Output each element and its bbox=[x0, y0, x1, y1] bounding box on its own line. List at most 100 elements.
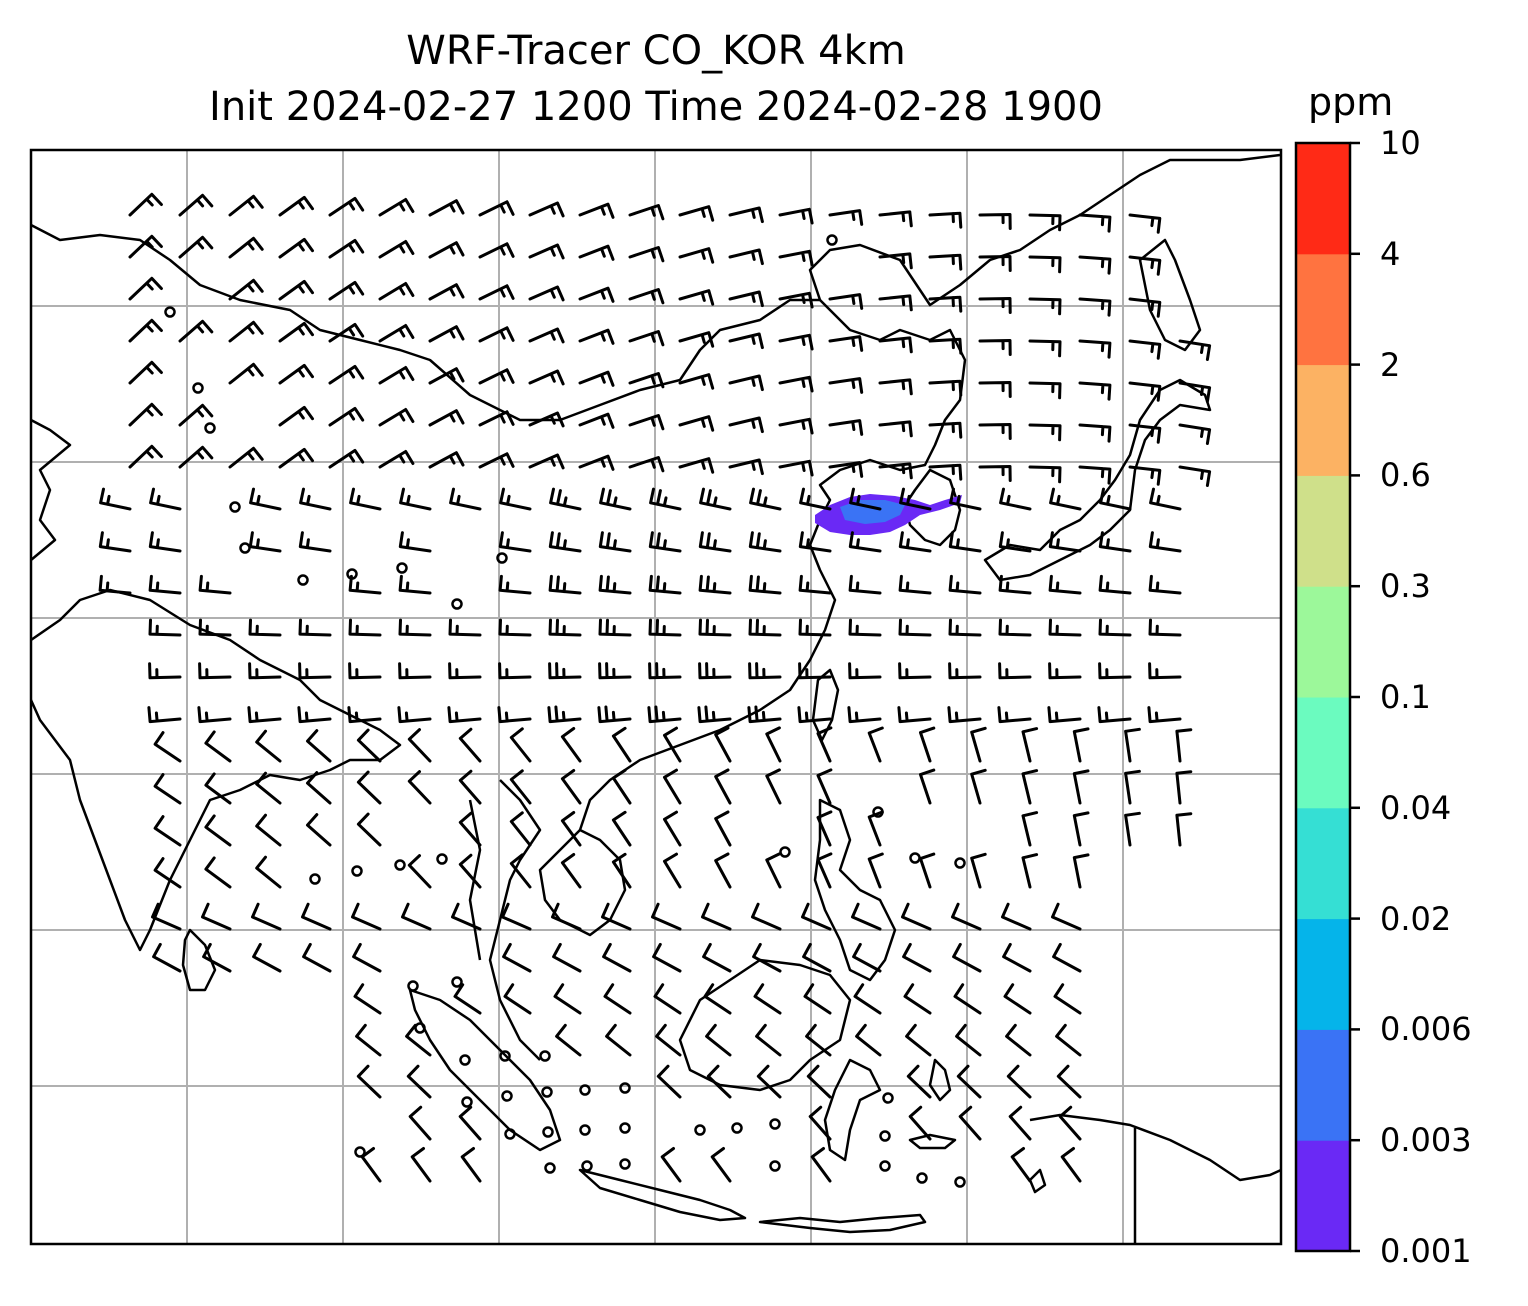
wind-barb bbox=[1124, 769, 1141, 805]
colorbar-tick-label: 0.6 bbox=[1380, 456, 1431, 495]
wind-barb bbox=[953, 983, 982, 1015]
wind-barb bbox=[978, 255, 1012, 272]
wind-barb bbox=[828, 419, 864, 436]
wind-barb bbox=[706, 1064, 732, 1099]
calm-wind-marker bbox=[192, 382, 204, 394]
wind-barb bbox=[410, 1147, 432, 1183]
wind-barb bbox=[278, 405, 314, 427]
wind-barb bbox=[407, 770, 432, 805]
wind-barb bbox=[278, 237, 314, 259]
wind-barb bbox=[178, 235, 214, 259]
wind-barb bbox=[755, 1023, 782, 1057]
wind-barb bbox=[714, 852, 732, 889]
wind-barb bbox=[248, 531, 282, 553]
wind-barb bbox=[1072, 727, 1090, 763]
wind-barb bbox=[611, 768, 632, 805]
wind-barb bbox=[663, 852, 682, 889]
wind-barb bbox=[928, 421, 963, 439]
calm-wind-marker bbox=[581, 1160, 593, 1172]
wind-barb bbox=[828, 377, 864, 394]
wind-barb bbox=[951, 902, 982, 931]
wind-barb bbox=[501, 902, 532, 931]
calm-wind-marker bbox=[954, 1176, 966, 1188]
wind-barb bbox=[406, 1064, 432, 1099]
wind-barb bbox=[878, 378, 913, 396]
wind-barb bbox=[997, 706, 1032, 724]
wind-barb bbox=[1072, 811, 1090, 847]
wind-barb bbox=[528, 369, 565, 386]
wind-barb bbox=[549, 487, 582, 511]
wind-barb bbox=[328, 280, 365, 301]
wind-barb bbox=[652, 942, 682, 973]
wind-barb bbox=[908, 1105, 932, 1141]
wind-barb bbox=[728, 374, 764, 392]
wind-barb bbox=[278, 195, 314, 217]
calm-wind-marker bbox=[769, 1118, 781, 1130]
wind-barb bbox=[1099, 487, 1132, 511]
wind-barb bbox=[998, 531, 1032, 553]
wind-barb bbox=[748, 618, 782, 637]
wind-barb bbox=[578, 202, 615, 219]
wind-barb bbox=[128, 234, 163, 259]
colorbar-segment bbox=[1296, 475, 1350, 587]
wind-barb bbox=[753, 983, 782, 1015]
wind-barb bbox=[378, 324, 415, 343]
calm-wind-marker bbox=[872, 806, 884, 818]
wind-barb bbox=[978, 465, 1012, 482]
wind-barb bbox=[560, 853, 582, 889]
wind-barb bbox=[678, 289, 715, 306]
wind-barb bbox=[255, 813, 282, 847]
wind-barb bbox=[351, 902, 382, 931]
wind-barb bbox=[628, 456, 665, 473]
calm-wind-marker bbox=[499, 1050, 511, 1062]
wind-barb bbox=[656, 1064, 682, 1099]
calm-wind-marker bbox=[459, 1054, 471, 1066]
calm-wind-marker bbox=[309, 873, 321, 885]
wind-barb bbox=[970, 726, 987, 763]
wind-barb bbox=[148, 662, 182, 680]
wind-barb bbox=[147, 706, 182, 724]
wind-barb bbox=[1028, 297, 1062, 316]
wind-barb bbox=[153, 815, 182, 847]
wind-barb bbox=[798, 574, 832, 595]
calm-wind-marker bbox=[779, 846, 791, 858]
calm-wind-marker bbox=[619, 1158, 631, 1170]
wind-barb bbox=[728, 458, 764, 476]
wind-barb bbox=[878, 210, 913, 228]
wind-barb bbox=[278, 447, 314, 469]
wind-barb bbox=[901, 902, 932, 931]
wind-barb bbox=[678, 205, 715, 222]
wind-barb bbox=[808, 1105, 832, 1141]
wind-barb bbox=[449, 487, 482, 511]
wind-barb bbox=[1055, 1023, 1082, 1057]
wind-barb bbox=[552, 942, 582, 973]
wind-barb bbox=[378, 408, 415, 427]
wind-barb bbox=[528, 411, 565, 428]
wind-barb bbox=[1052, 942, 1082, 973]
wind-barb bbox=[298, 662, 332, 680]
wind-barb bbox=[602, 942, 632, 973]
wind-barb bbox=[663, 810, 682, 847]
wind-barb bbox=[453, 983, 482, 1015]
wind-barb bbox=[598, 531, 632, 553]
wind-barb bbox=[948, 662, 982, 680]
wind-barb bbox=[356, 812, 382, 847]
colorbar-unit-label: ppm bbox=[1308, 80, 1394, 124]
wind-barb bbox=[898, 618, 932, 637]
wind-barb bbox=[297, 706, 332, 724]
wind-barb bbox=[1078, 465, 1112, 485]
wind-barb bbox=[663, 768, 682, 805]
calm-wind-marker bbox=[394, 859, 406, 871]
wind-barb bbox=[428, 241, 465, 259]
wind-barb bbox=[1128, 297, 1162, 318]
wind-barb bbox=[356, 1064, 382, 1099]
wind-barb bbox=[955, 1023, 982, 1057]
wind-barb bbox=[699, 487, 732, 511]
wind-barb bbox=[1048, 618, 1082, 637]
wind-barb bbox=[611, 726, 632, 763]
wind-barb bbox=[128, 276, 163, 301]
wind-barb bbox=[1028, 339, 1062, 358]
wind-barb bbox=[867, 852, 884, 889]
wind-barb bbox=[299, 487, 332, 511]
wind-barb bbox=[1006, 1064, 1032, 1099]
